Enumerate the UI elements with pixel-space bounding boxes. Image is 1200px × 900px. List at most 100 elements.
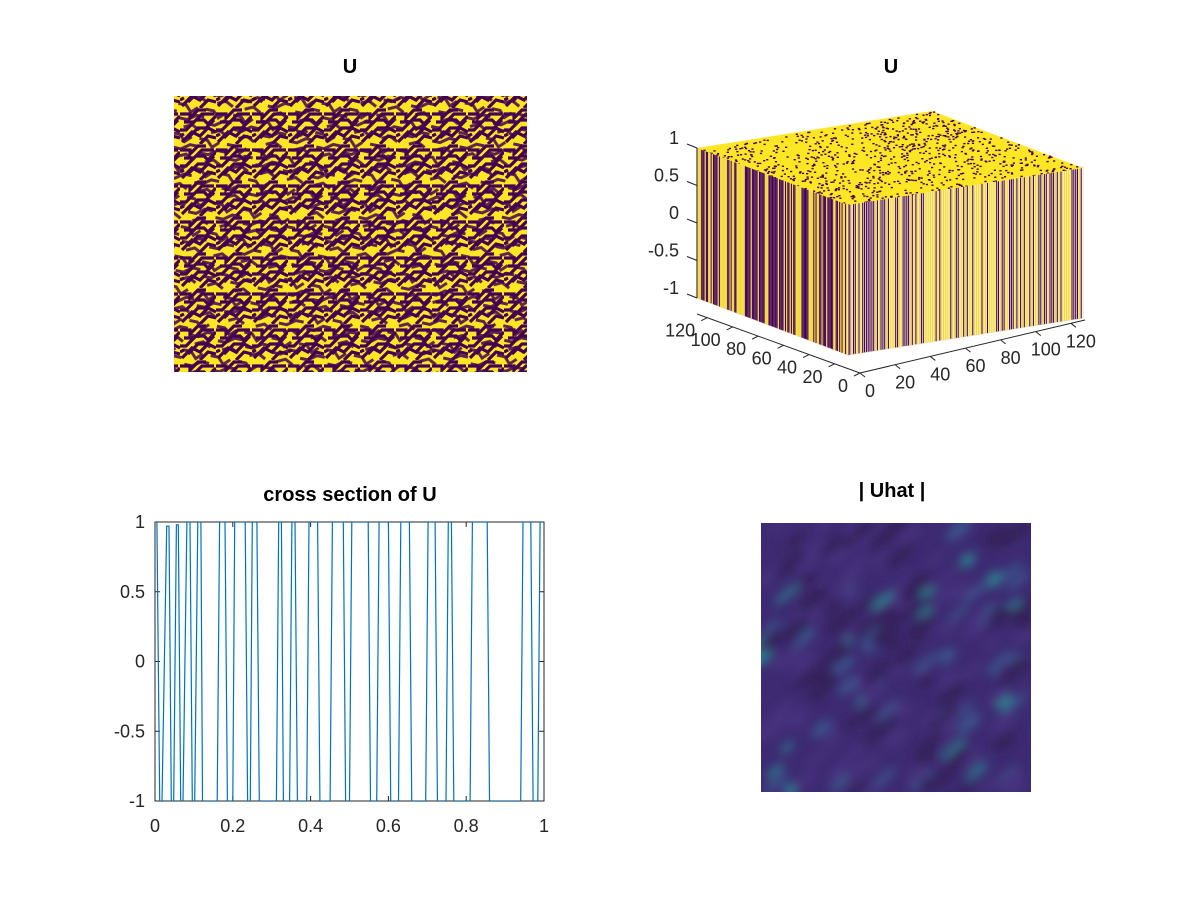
surface-top-speckle [909, 128, 912, 130]
surface-top-speckle [836, 156, 839, 158]
surface-top-speckle [842, 173, 845, 175]
surface-top-speckle [728, 147, 731, 150]
surface-top-speckle [962, 178, 965, 181]
surface-top-speckle [933, 122, 936, 124]
surface-top-speckle [763, 143, 766, 146]
surface-top-speckle [984, 160, 987, 162]
surface-top-speckle [792, 179, 795, 181]
surface-top-speckle [766, 172, 770, 174]
surface-top-speckle [972, 149, 975, 151]
surface-top-speckle [953, 130, 956, 132]
surface-top-speckle [890, 158, 893, 160]
surface-top-speckle [911, 194, 914, 196]
surface-top-speckle [936, 142, 939, 144]
surface-top-speckle [977, 137, 980, 139]
surface-top-speckle [739, 148, 742, 150]
surface-top-speckle [793, 177, 796, 180]
surface-top-speckle [871, 191, 874, 194]
surface-top-speckle [814, 149, 817, 151]
surface-top-speckle [929, 161, 932, 164]
surface-top-speckle [963, 161, 966, 163]
surface-top-speckle [970, 128, 973, 130]
surface-top-speckle [809, 170, 812, 173]
surface-top-speckle [817, 186, 820, 189]
y3d-tick-mark [853, 372, 861, 377]
surface-top-speckle [995, 149, 998, 152]
surface-top-speckle [862, 147, 865, 149]
surface-top-speckle [1052, 169, 1055, 172]
surface-top-speckle [1031, 153, 1034, 156]
surface-top-speckle [878, 190, 881, 193]
surface-top-speckle [931, 184, 934, 186]
surface-top-speckle [1007, 141, 1010, 143]
surface-top-speckle [853, 159, 856, 162]
surface-top-speckle [919, 152, 922, 154]
surface-top-speckle [956, 183, 959, 185]
surface-top-speckle [859, 182, 862, 184]
surface-top-speckle [749, 154, 753, 156]
uhat-dark-blob [819, 534, 846, 558]
surface-top-speckle [854, 171, 857, 173]
surface-top-speckle [948, 138, 951, 141]
surface-top-speckle [890, 119, 893, 121]
surface-top-speckle [723, 155, 726, 157]
surface-top-speckle [832, 181, 835, 183]
surface-top-speckle [937, 133, 940, 136]
uhat-blob [967, 609, 986, 627]
surface-top-speckle [808, 148, 811, 151]
surface-top-speckle [811, 167, 814, 170]
uhat-dark-blob [993, 730, 1017, 752]
surface-top-speckle [906, 120, 909, 122]
surface-top-speckle [819, 136, 822, 138]
surface-top-speckle [861, 142, 864, 144]
surface-top-speckle [840, 177, 843, 179]
surface-top-speckle [925, 183, 928, 186]
surface-top-speckle [965, 185, 968, 187]
surface-top-speckle [800, 134, 803, 137]
surface-top-speckle [933, 176, 936, 178]
surface-top-speckle [814, 171, 817, 173]
uhat-blob [906, 763, 930, 784]
surface-top-speckle [906, 132, 909, 134]
surface-top-speckle [908, 175, 911, 177]
surface-top-speckle [951, 170, 954, 172]
surface-top-speckle [875, 149, 878, 151]
surface-top-speckle [866, 123, 869, 125]
surface-top-speckle [1040, 173, 1043, 175]
surface-top-speckle [850, 162, 854, 165]
surface-top-speckle [1024, 159, 1027, 161]
surface-top-speckle [790, 170, 793, 173]
surface-top-speckle [923, 138, 926, 141]
surface-top-speckle [749, 158, 752, 160]
surface-top-speckle [736, 150, 739, 153]
surface-top-speckle [945, 130, 948, 133]
surface-top-speckle [840, 176, 843, 178]
y-tick-label: 0.5 [120, 582, 145, 602]
surface-top-speckle [883, 132, 887, 134]
surface-top-speckle [937, 120, 940, 122]
surface-top-speckle [928, 172, 931, 174]
uhat-dark-blob [934, 680, 967, 709]
uhat-blob [796, 551, 821, 573]
uhat-dark-blob [812, 669, 836, 690]
uhat-dark-blob [915, 730, 945, 756]
surface-top-speckle [938, 156, 941, 158]
surface-top-speckle [967, 142, 970, 145]
surface-top-speckle [858, 128, 861, 131]
surface-top-speckle [834, 189, 837, 192]
surface-top-speckle [935, 147, 938, 149]
surface-top-speckle [851, 138, 854, 140]
surface-top-speckle [952, 135, 955, 138]
surface-top-speckle [864, 124, 867, 126]
uhat-blob [832, 655, 856, 676]
surface-top-speckle [906, 178, 909, 181]
surface-top-speckle [780, 175, 783, 178]
surface-top-speckle [751, 148, 754, 150]
surface-top-speckle [817, 142, 821, 145]
surface-top-speckle [924, 118, 927, 121]
surface-top-speckle [897, 117, 900, 119]
surface-top-speckle [946, 127, 949, 129]
surface-top-speckle [880, 186, 883, 188]
surface-top-speckle [969, 148, 972, 150]
surface-top-speckle [924, 161, 927, 163]
